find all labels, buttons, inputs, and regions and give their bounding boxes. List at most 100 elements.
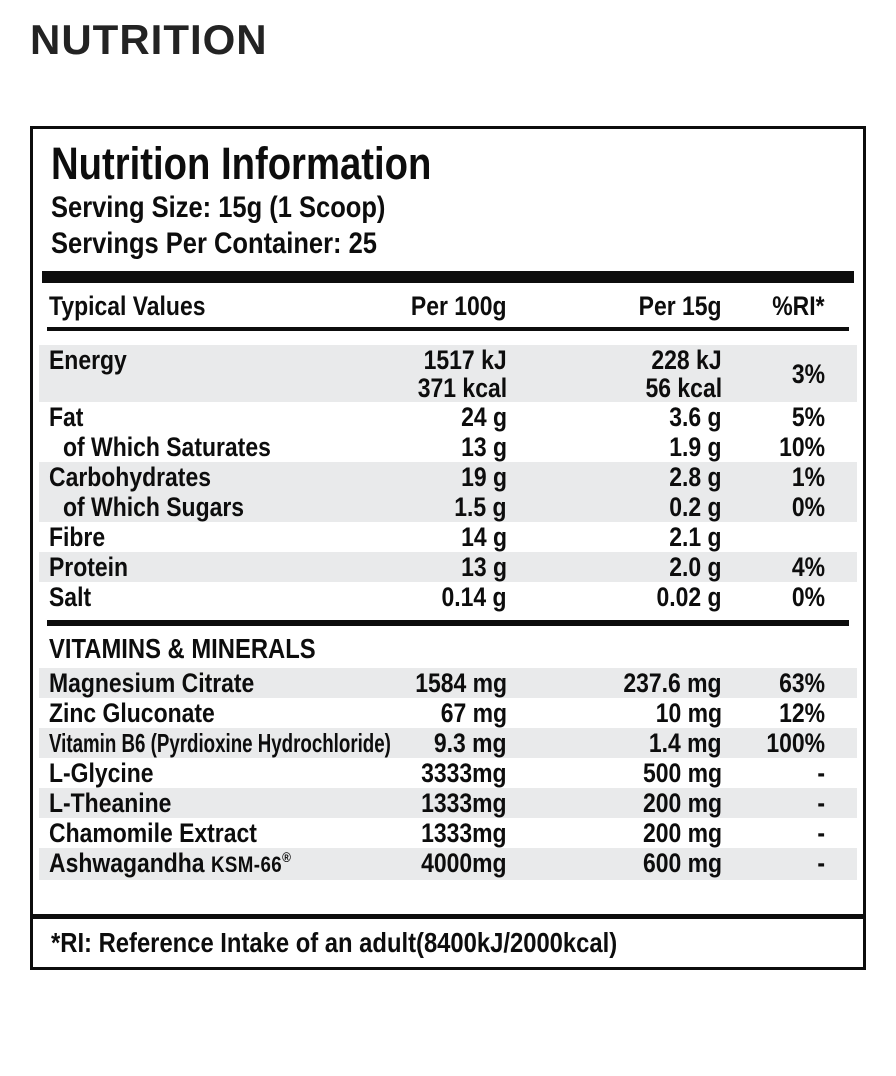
cell-name-text: Chamomile Extract [49, 818, 257, 848]
cell-per-15g: 10 mg [507, 698, 722, 728]
column-header-per-15g-text: Per 15g [639, 291, 722, 321]
cell-per-100g-text: 1584 mg [415, 668, 507, 698]
table-row-carbohydrates: Carbohydrates 19 g 2.8 g 1% [39, 462, 857, 492]
cell-ri-text: 10% [779, 432, 825, 462]
cell-ri-text: 0% [791, 582, 825, 612]
cell-per-15g: 2.0 g [507, 552, 722, 582]
cell-name: Fat [39, 402, 337, 432]
table-row-l-glycine: L-Glycine 3333mg 500 mg - [39, 758, 857, 788]
cell-per-100g-text: 24 g [461, 402, 507, 432]
cell-name: of Which Sugars [39, 492, 337, 522]
cell-name: Vitamin B6 (Pyrdioxine Hydrochloride) [39, 728, 391, 758]
cell-per-15g-text: 1.9 g [669, 432, 722, 462]
label-title-text: Nutrition Information [51, 138, 432, 189]
column-header-typical-values: Typical Values [39, 291, 337, 321]
cell-per-15g-text: 600 mg [642, 848, 722, 878]
servings-per-container-text: Servings Per Container: 25 [51, 227, 377, 260]
cell-name: Protein [39, 552, 337, 582]
cell-per-100g-text: 1333mg [421, 818, 507, 848]
column-header-row: Typical Values Per 100g Per 15g %RI* [39, 283, 857, 327]
cell-ri: - [722, 788, 857, 818]
cell-per-15g: 1.4 mg [507, 728, 722, 758]
cell-per-15g: 228 kJ 56 kcal [507, 345, 722, 402]
table-row-zinc-gluconate: Zinc Gluconate 67 mg 10 mg 12% [39, 698, 857, 728]
table-row-sugars: of Which Sugars 1.5 g 0.2 g 0% [39, 492, 857, 522]
cell-per-15g-text: 1.4 mg [649, 728, 722, 758]
cell-per-100g-text: 1.5 g [454, 492, 507, 522]
cell-per-15g: 600 mg [507, 848, 722, 880]
cell-per-100g-text: 13 g [461, 432, 507, 462]
cell-per-15g: 200 mg [507, 788, 722, 818]
cell-per-100g: 13 g [337, 552, 507, 582]
cell-ri: - [722, 758, 857, 788]
cell-name-text: of Which Sugars [63, 492, 245, 522]
cell-per-100g: 13 g [337, 432, 507, 462]
cell-per-15g: 500 mg [507, 758, 722, 788]
cell-name: Fibre [39, 522, 337, 552]
cell-ri: - [722, 818, 857, 848]
cell-ri-text: - [817, 818, 825, 848]
cell-ri: 12% [722, 698, 857, 728]
cell-per-15g: 237.6 mg [507, 668, 722, 698]
cell-ri: 63% [722, 668, 857, 698]
label-header: Nutrition Information Serving Size: 15g … [33, 129, 863, 268]
cell-name: Energy [39, 345, 337, 402]
spacer-small [33, 331, 863, 345]
cell-name: Chamomile Extract [39, 818, 337, 848]
cell-ri-text: 0% [791, 492, 825, 522]
cell-per-100g-text: 3333mg [421, 758, 507, 788]
cell-ri-text: 63% [779, 668, 825, 698]
cell-ri-text: 100% [766, 728, 825, 758]
divider-mid [47, 620, 849, 626]
table-row-vitamin-b6: Vitamin B6 (Pyrdioxine Hydrochloride) 9.… [39, 728, 857, 758]
section-header-text: VITAMINS & MINERALS [49, 633, 316, 664]
table-row-fat: Fat 24 g 3.6 g 5% [39, 402, 857, 432]
cell-name-text: of Which Saturates [63, 432, 271, 462]
spacer-bottom [33, 880, 863, 914]
ashwagandha-name-group: Ashwagandha KSM-66® [49, 848, 291, 880]
cell-per-15g: 3.6 g [507, 402, 722, 432]
cell-name-text: Fibre [49, 522, 106, 552]
cell-per-15g-text: 200 mg [642, 818, 722, 848]
cell-per-15g: 200 mg [507, 818, 722, 848]
label-title: Nutrition Information [51, 138, 849, 190]
cell-name-text: Carbohydrates [49, 462, 211, 492]
cell-per-15g-text: 2.0 g [669, 552, 722, 582]
column-header-ri: %RI* [722, 291, 857, 321]
cell-per-100g: 14 g [337, 522, 507, 552]
cell-per-100g: 1333mg [337, 818, 507, 848]
cell-name: L-Theanine [39, 788, 337, 818]
table-row-fibre: Fibre 14 g 2.1 g [39, 522, 857, 552]
cell-ri: 1% [722, 462, 857, 492]
cell-per-15g-text: 0.2 g [669, 492, 722, 522]
column-header-per-15g: Per 15g [507, 291, 722, 321]
cell-name-text: Energy [49, 345, 127, 375]
cell-per-15g-text: 3.6 g [669, 402, 722, 432]
serving-size: Serving Size: 15g (1 Scoop) [51, 190, 849, 226]
cell-per-15g-text: 237.6 mg [623, 668, 722, 698]
energy-15g-kj: 228 kJ [651, 345, 722, 375]
ksm-66-brand-text: KSM-66 [210, 852, 283, 877]
cell-name-text: Fat [49, 402, 84, 432]
energy-100g-kj: 1517 kJ [424, 345, 507, 375]
cell-name-text: L-Glycine [49, 758, 154, 788]
cell-per-15g-text: 10 mg [655, 698, 722, 728]
cell-per-15g-text: 0.02 g [656, 582, 722, 612]
cell-per-15g-text: 500 mg [642, 758, 722, 788]
cell-ri-text: 3% [791, 358, 825, 389]
cell-per-15g: 0.2 g [507, 492, 722, 522]
cell-per-15g: 2.8 g [507, 462, 722, 492]
cell-per-15g: 2.1 g [507, 522, 722, 552]
cell-name: Carbohydrates [39, 462, 337, 492]
cell-ri: 5% [722, 402, 857, 432]
cell-ri-text: - [817, 758, 825, 788]
cell-name: of Which Saturates [39, 432, 337, 462]
cell-name: Magnesium Citrate [39, 668, 337, 698]
cell-per-100g: 19 g [337, 462, 507, 492]
cell-per-100g-text: 14 g [461, 522, 507, 552]
table-row-protein: Protein 13 g 2.0 g 4% [39, 552, 857, 582]
table-row-salt: Salt 0.14 g 0.02 g 0% [39, 582, 857, 612]
cell-per-100g-text: 9.3 mg [434, 728, 507, 758]
cell-ri: 4% [722, 552, 857, 582]
cell-ri-text: - [817, 788, 825, 818]
